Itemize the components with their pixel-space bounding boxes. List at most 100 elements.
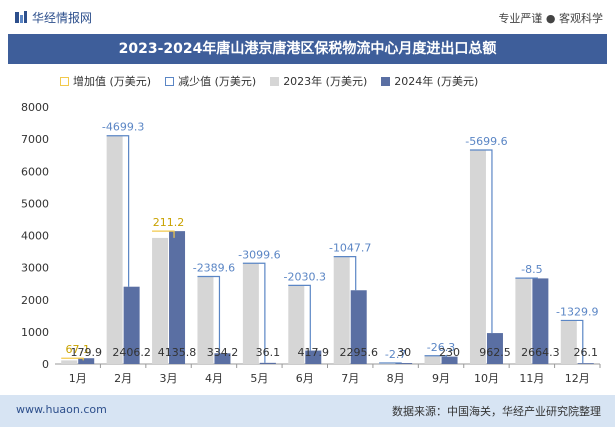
bar-2024: [441, 356, 458, 364]
legend-item-decrease: 减少值 (万美元): [165, 73, 256, 89]
bar-2024: [305, 350, 322, 364]
y-tick-label: 5000: [21, 197, 49, 210]
decrease-connector: [242, 262, 266, 363]
change-label: -2.7: [385, 348, 406, 361]
legend-swatch-increase: [60, 76, 69, 86]
bar-2023: [197, 276, 214, 364]
chart-area: 0 1000 2000 3000 4000 5000 6000 7000 8000 67.1179…: [21, 101, 601, 385]
footer-source: 数据来源：中国海关，华经产业研究院整理: [392, 405, 601, 418]
y-tick-label: 8000: [21, 101, 49, 114]
change-label: -4699.3: [102, 121, 144, 134]
bar-2024: [259, 362, 276, 364]
bar-2023: [515, 278, 532, 364]
value-label-2024: 962.5: [479, 346, 511, 359]
bar-2024: [486, 333, 503, 364]
bar-2024: [396, 363, 413, 364]
x-tick-label: 4月: [205, 372, 223, 385]
legend-item-increase: 增加值 (万美元): [60, 73, 151, 89]
increase-connector: [152, 230, 175, 238]
x-tick-label: 12月: [565, 372, 590, 385]
bar-2024: [577, 363, 594, 364]
y-tick-label: 0: [42, 358, 49, 371]
value-label-2024: 26.1: [574, 346, 599, 359]
bar-2023: [242, 263, 259, 364]
decrease-connector: [197, 275, 221, 354]
x-tick-label: 11月: [519, 372, 544, 385]
change-label: -3099.6: [238, 248, 280, 261]
brand-name: 华经情报网: [32, 11, 93, 25]
y-tick-label: 6000: [21, 165, 49, 178]
legend: 增加值 (万美元) 减少值 (万美元) 2023年 (万美元) 2024年 (万…: [60, 73, 478, 89]
value-label-2024: 179.9: [70, 346, 102, 359]
chart-title: 2023-2024年唐山港京唐港区保税物流中心月度进出口总额: [8, 34, 607, 64]
x-tick-label: 7月: [341, 372, 359, 385]
bar-2023: [106, 135, 123, 364]
value-label-2024: 334.2: [207, 346, 239, 359]
x-tick-label: 10月: [474, 372, 499, 385]
change-label: 211.2: [153, 216, 185, 229]
bar-2023: [424, 355, 441, 364]
increase-connector: [61, 357, 84, 361]
x-tick-label: 1月: [69, 372, 87, 385]
bar-2023: [288, 285, 305, 364]
top-bar: 华经情报网 专业严谨 ● 客观科学: [0, 0, 615, 34]
y-tick-label: 4000: [21, 230, 49, 243]
bar-2023: [61, 360, 78, 364]
change-label: -5699.6: [465, 135, 507, 148]
legend-item-2024: 2024年 (万美元): [381, 73, 478, 89]
change-label: -26.3: [427, 341, 455, 354]
change-label: -1047.7: [329, 242, 371, 255]
legend-swatch-2023: [270, 76, 280, 86]
bar-2024: [78, 358, 95, 364]
change-label: -1329.9: [556, 305, 598, 318]
x-tick-label: 6月: [296, 372, 314, 385]
value-label-2024: 230: [439, 346, 460, 359]
change-label: -2389.6: [193, 261, 235, 274]
footer: www.huaon.com 数据来源：中国海关，华经产业研究院整理: [0, 395, 615, 427]
footer-site: www.huaon.com: [16, 403, 107, 416]
value-label-2024: 417.9: [298, 346, 330, 359]
legend-item-2023: 2023年 (万美元): [270, 73, 367, 89]
x-tick-label: 3月: [160, 372, 178, 385]
decrease-connector: [333, 255, 357, 291]
bar-2023: [560, 320, 577, 364]
y-tick-label: 1000: [21, 326, 49, 339]
change-label: -2030.3: [284, 270, 326, 283]
change-label: -8.5: [521, 263, 542, 276]
x-tick-label: 5月: [250, 372, 268, 385]
legend-swatch-2024: [381, 76, 391, 86]
value-label-2024: 30: [397, 346, 411, 359]
legend-label-increase: 增加值 (万美元): [73, 75, 152, 88]
decrease-connector: [560, 319, 584, 364]
decrease-connector: [288, 284, 311, 351]
value-label-2024: 2664.3: [521, 346, 560, 359]
y-tick-label: 3000: [21, 262, 49, 275]
y-tick-label: 7000: [21, 133, 49, 146]
y-tick-label: 2000: [21, 294, 49, 307]
value-label-2024: 2295.6: [339, 346, 378, 359]
bar-2023: [333, 256, 350, 364]
value-label-2024: 2406.2: [112, 346, 151, 359]
legend-label-decrease: 减少值 (万美元): [178, 75, 257, 88]
value-label-2024: 36.1: [256, 346, 281, 359]
bar-2023: [469, 149, 486, 364]
x-tick-label: 8月: [387, 372, 405, 385]
brand-logo-icon: [15, 11, 27, 23]
change-label: 67.1: [65, 343, 90, 356]
decrease-connector: [469, 149, 493, 334]
bar-2024: [169, 231, 186, 364]
bar-2023: [152, 237, 169, 364]
brand: 华经情报网: [14, 9, 92, 26]
decrease-connector: [106, 135, 130, 287]
value-label-2024: 4135.8: [158, 346, 197, 359]
bar-2024: [532, 278, 549, 364]
x-tick-label: 9月: [432, 372, 450, 385]
bar-2024: [214, 353, 231, 364]
bar-2024: [123, 286, 140, 364]
bar-2024: [350, 290, 367, 364]
legend-label-2024: 2024年 (万美元): [394, 75, 479, 88]
slogan: 专业严谨 ● 客观科学: [498, 12, 603, 25]
decrease-connector: [424, 355, 448, 357]
legend-swatch-decrease: [165, 76, 175, 86]
x-tick-label: 2月: [114, 372, 132, 385]
